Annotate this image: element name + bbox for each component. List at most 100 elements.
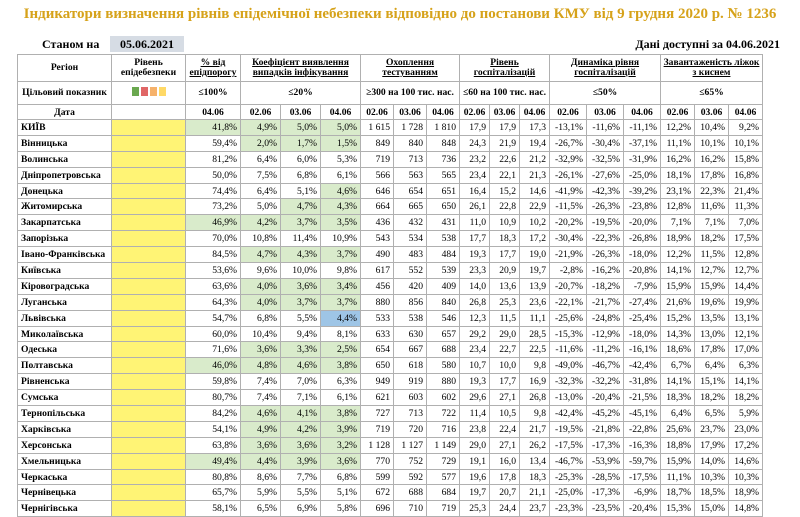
date-det-3: 04.06	[320, 104, 361, 120]
hospitalization-cell: 9,8	[519, 357, 550, 375]
dynamics-cell: -21,9%	[549, 246, 587, 264]
oxygen-cell: 17,5%	[728, 230, 763, 248]
date-hosp-3: 04.06	[519, 104, 550, 120]
region-name: Рівненська	[17, 373, 112, 391]
detection-cell: 3,6%	[280, 436, 321, 454]
dynamics-cell: -18,2%	[586, 277, 624, 295]
detection-cell: 3,6%	[240, 436, 281, 454]
oxygen-cell: 15,1%	[694, 373, 729, 391]
testing-cell: 696	[360, 500, 394, 517]
detection-cell: 6,4%	[240, 182, 281, 200]
oxygen-cell: 25,6%	[660, 420, 695, 438]
report-title: Індикатори визначення рівнів епідемічної…	[23, 6, 777, 22]
oxygen-cell: 12,7%	[694, 262, 729, 279]
oxygen-cell: 7,1%	[660, 214, 695, 232]
hospitalization-cell: 11,4	[459, 405, 490, 422]
testing-cell: 1 128	[360, 436, 394, 454]
header-dynamics: Динаміка рівня госпіталізацій	[549, 54, 661, 82]
level-cell	[111, 293, 186, 311]
dynamics-cell: -25,0%	[623, 166, 661, 184]
table-row: Харківська 54,1% 4,9% 4,2% 3,9% 719 720 716 23,8…	[17, 420, 763, 438]
testing-cell: 546	[426, 309, 460, 327]
detection-cell: 10,0%	[280, 262, 321, 279]
detection-cell: 9,8%	[320, 262, 361, 279]
testing-cell: 770	[360, 452, 394, 470]
oxygen-cell: 14,0%	[694, 452, 729, 470]
testing-cell: 654	[360, 341, 394, 359]
hospitalization-cell: 17,3	[519, 119, 550, 136]
testing-cell: 729	[426, 452, 460, 470]
oxygen-cell: 21,4%	[728, 182, 763, 200]
hospitalization-cell: 17,7	[459, 230, 490, 248]
dynamics-cell: -59,7%	[623, 452, 661, 470]
oxygen-cell: 13,1%	[728, 309, 763, 327]
table-row: Львівська 54,7% 6,8% 5,5% 4,4% 533 538 546 12,3 1…	[17, 309, 763, 327]
dynamics-cell: -21,5%	[623, 389, 661, 407]
table-row: Кіровоградська 63,6% 4,0% 3,6% 3,4% 456 420 409…	[17, 277, 763, 295]
testing-cell: 736	[426, 150, 460, 168]
testing-cell: 919	[393, 373, 427, 391]
testing-cell: 949	[360, 373, 394, 391]
dynamics-cell: -15,3%	[549, 325, 587, 343]
testing-cell: 688	[426, 341, 460, 359]
target-label: Цільовий показник	[17, 81, 112, 105]
testing-cell: 719	[360, 150, 394, 168]
level-cell	[111, 309, 186, 327]
pct-threshold-cell: 80,7%	[185, 389, 241, 407]
dynamics-cell: -23,8%	[623, 198, 661, 216]
target-row: Цільовий показник ≤100% ≤20% ≥300 на 100…	[17, 81, 763, 105]
hospitalization-cell: 17,9	[459, 119, 490, 136]
detection-cell: 8,6%	[240, 468, 281, 486]
testing-cell: 667	[393, 341, 427, 359]
hospitalization-cell: 19,7	[459, 484, 490, 502]
detection-cell: 6,1%	[320, 389, 361, 407]
level-indicator	[111, 81, 186, 105]
testing-cell: 603	[393, 389, 427, 407]
dynamics-cell: -53,9%	[586, 452, 624, 470]
hospitalization-cell: 22,8	[489, 198, 520, 216]
level-square-icon	[158, 87, 166, 96]
hospitalization-cell: 21,1	[519, 484, 550, 502]
detection-cell: 3,6%	[320, 452, 361, 470]
dynamics-cell: -49,0%	[549, 357, 587, 375]
hospitalization-cell: 25,3	[489, 293, 520, 311]
detection-cell: 10,9%	[320, 230, 361, 248]
dynamics-cell: -20,7%	[549, 277, 587, 295]
oxygen-cell: 11,5%	[694, 246, 729, 264]
hospitalization-cell: 16,4	[459, 182, 490, 200]
date-dyn-3: 04.06	[623, 104, 661, 120]
hospitalization-cell: 23,8	[459, 420, 490, 438]
hospitalization-cell: 22,4	[489, 420, 520, 438]
oxygen-cell: 14,1%	[660, 373, 695, 391]
dynamics-cell: -11,2%	[586, 341, 624, 359]
table-row: Київська 53,6% 9,6% 10,0% 9,8% 617 552 539 23,3 2…	[17, 262, 763, 279]
testing-cell: 880	[426, 373, 460, 391]
date-oxy-3: 04.06	[728, 104, 763, 120]
level-square-icon	[149, 87, 157, 96]
hospitalization-cell: 11,5	[489, 309, 520, 327]
oxygen-cell: 14,4%	[728, 277, 763, 295]
region-name: Закарпатська	[17, 214, 112, 232]
hospitalization-cell: 21,7	[519, 420, 550, 438]
hospitalization-cell: 26,1	[459, 198, 490, 216]
hospitalization-cell: 29,0	[459, 436, 490, 454]
date-det-1: 02.06	[240, 104, 281, 120]
date-oxy-2: 03.06	[694, 104, 729, 120]
pct-threshold-cell: 84,2%	[185, 405, 241, 422]
detection-cell: 5,5%	[280, 309, 321, 327]
header-oxygen: Завантаженість ліжок з киснем	[660, 54, 763, 82]
detection-cell: 3,5%	[320, 214, 361, 232]
testing-cell: 534	[393, 230, 427, 248]
dynamics-cell: -26,3%	[586, 246, 624, 264]
dynamics-cell: -30,4%	[549, 230, 587, 248]
region-name: Івано-Франківська	[17, 246, 112, 264]
hospitalization-cell: 16,0	[489, 452, 520, 470]
detection-cell: 4,2%	[240, 214, 281, 232]
oxygen-cell: 15,9%	[694, 277, 729, 295]
hospitalization-cell: 17,2	[519, 230, 550, 248]
hospitalization-cell: 29,6	[459, 389, 490, 407]
level-cell	[111, 246, 186, 264]
hospitalization-cell: 10,0	[489, 357, 520, 375]
oxygen-cell: 7,0%	[728, 214, 763, 232]
dynamics-cell: -20,2%	[549, 214, 587, 232]
